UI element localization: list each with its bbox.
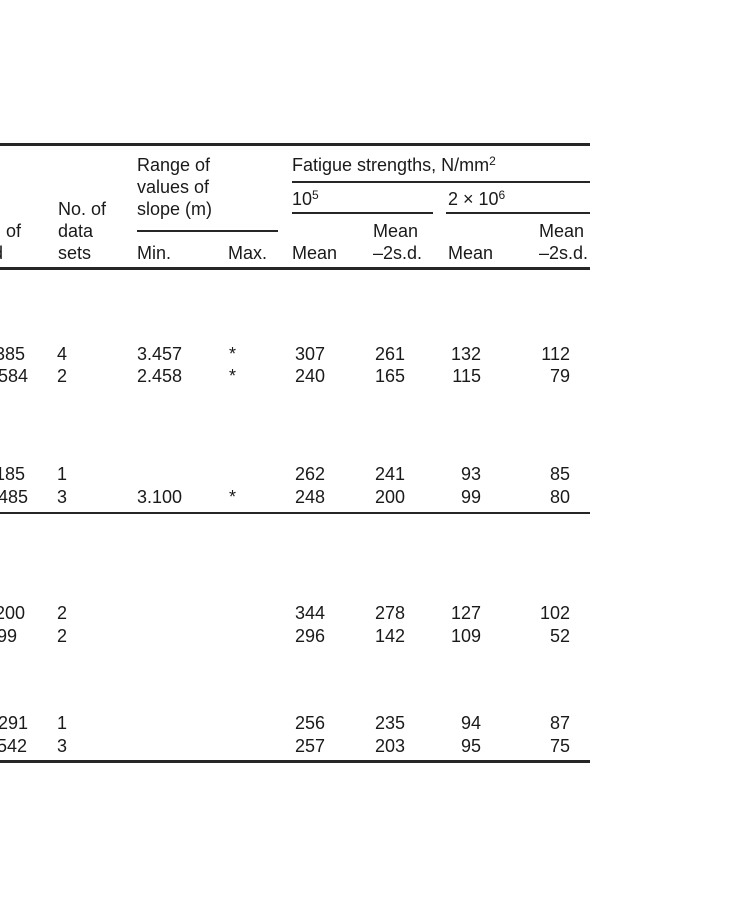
cell-ref: 485: [0, 487, 28, 507]
header-left-column-fragment-line2: d: [0, 242, 3, 264]
cell-datasets: 2: [57, 626, 68, 646]
cell-mean2sd-1e5: 278: [374, 603, 405, 623]
header-mean-2e6: Mean: [448, 243, 494, 263]
cell-mean-2e6: 115: [452, 366, 481, 386]
cycles-2e6-superscript: 6: [498, 188, 506, 202]
cell-mean-2e6: 93: [460, 464, 481, 484]
cell-slope-max: *: [229, 344, 237, 364]
header-mean-1e5: Mean: [292, 243, 338, 263]
rule-under-cycles-2e6: [446, 212, 590, 214]
table-row: 584 2 2.458 * 240 165 115 79: [0, 365, 737, 387]
header-datasets-line2: data: [58, 221, 94, 241]
header-mean2sd-2e6-line2: –2s.d.: [539, 243, 589, 263]
header-mean2sd-1e5-line1: Mean: [373, 221, 419, 241]
header-cycles-1e5: 105: [292, 188, 319, 209]
cell-mean2sd-2e6: 112: [541, 344, 570, 364]
cell-slope-max: *: [229, 366, 237, 386]
cell-datasets: 4: [57, 344, 68, 364]
cell-ref: 185: [0, 464, 25, 484]
cell-mean-1e5: 307: [294, 344, 325, 364]
header-datasets-line3: sets: [58, 243, 92, 263]
cell-mean2sd-1e5: 261: [374, 344, 405, 364]
header-min: Min.: [137, 243, 172, 263]
cell-mean-1e5: 262: [294, 464, 325, 484]
rule-under-fatigue-group: [292, 181, 590, 183]
cell-mean-1e5: 257: [294, 736, 325, 756]
cell-mean-1e5: 344: [294, 603, 325, 623]
cell-mean-2e6: 132: [450, 344, 481, 364]
header-datasets-line1: No. of: [58, 199, 107, 219]
fatigue-group-superscript: 2: [489, 154, 496, 168]
rule-mid-section: [0, 512, 590, 514]
cell-slope-min: 3.100: [137, 487, 183, 507]
header-slope-group-line2: values of: [137, 177, 210, 197]
table-row: 291 1 256 235 94 87: [0, 712, 737, 734]
cell-mean2sd-1e5: 165: [374, 366, 405, 386]
header-slope-group-line3: slope (m): [137, 199, 213, 219]
cell-mean2sd-2e6: 79: [549, 366, 570, 386]
cell-ref: 542: [0, 736, 27, 756]
cell-mean-2e6: 109: [450, 626, 481, 646]
header-mean2sd-2e6-line1: Mean: [539, 221, 585, 241]
table-row: 185 1 262 241 93 85: [0, 463, 737, 485]
cell-datasets: 3: [57, 487, 68, 507]
cell-mean-2e6: 94: [460, 713, 481, 733]
cell-datasets: 2: [57, 603, 68, 623]
cell-ref: 291: [0, 713, 28, 733]
cell-mean2sd-1e5: 203: [374, 736, 405, 756]
header-mean2sd-1e5-line2: –2s.d.: [373, 243, 423, 263]
table-row: 385 4 3.457 * 307 261 132 112: [0, 343, 737, 365]
cell-mean-1e5: 256: [294, 713, 325, 733]
header-left-column-fragment-line1: of: [6, 221, 22, 241]
rule-under-slope-group: [137, 230, 278, 232]
table-row: 485 3 3.100 * 248 200 99 80: [0, 486, 737, 508]
cell-mean2sd-2e6: 102: [539, 603, 570, 623]
cell-ref: 200: [0, 603, 25, 623]
header-slope-group-line1: Range of: [137, 155, 211, 175]
cell-mean2sd-2e6: 85: [549, 464, 570, 484]
rule-header-bottom: [0, 267, 590, 270]
cell-datasets: 2: [57, 366, 68, 386]
cell-slope-min: 2.458: [137, 366, 183, 386]
cell-mean-2e6: 99: [460, 487, 481, 507]
cell-slope-min: 3.457: [137, 344, 183, 364]
cell-mean2sd-2e6: 80: [549, 487, 570, 507]
cell-mean2sd-1e5: 241: [374, 464, 405, 484]
table-row: 542 3 257 203 95 75: [0, 735, 737, 757]
cell-mean-2e6: 127: [450, 603, 481, 623]
cell-ref: 99: [0, 626, 17, 646]
header-fatigue-group: Fatigue strengths, N/mm2: [292, 154, 496, 175]
rule-bottom: [0, 760, 590, 763]
cell-mean2sd-1e5: 235: [374, 713, 405, 733]
cell-mean2sd-2e6: 52: [549, 626, 570, 646]
cell-datasets: 3: [57, 736, 68, 756]
cell-mean2sd-1e5: 200: [374, 487, 405, 507]
cycles-1e5-superscript: 5: [312, 188, 319, 202]
cell-mean-2e6: 95: [460, 736, 481, 756]
rule-top: [0, 143, 590, 146]
cell-mean-1e5: 240: [294, 366, 325, 386]
cell-mean2sd-1e5: 142: [374, 626, 405, 646]
cell-mean2sd-2e6: 75: [549, 736, 570, 756]
cell-mean2sd-2e6: 87: [549, 713, 570, 733]
cell-ref: 584: [0, 366, 28, 386]
cell-slope-max: *: [229, 487, 237, 507]
table-row: 99 2 296 142 109 52: [0, 625, 737, 647]
cell-datasets: 1: [57, 713, 68, 733]
header-max: Max.: [228, 243, 268, 263]
cell-ref: 385: [0, 344, 25, 364]
header-cycles-2e6: 2 × 106: [448, 188, 506, 209]
cell-mean-1e5: 248: [294, 487, 325, 507]
cell-mean-1e5: 296: [294, 626, 325, 646]
rule-under-cycles-1e5: [292, 212, 433, 214]
cell-datasets: 1: [57, 464, 68, 484]
table-row: 200 2 344 278 127 102: [0, 602, 737, 624]
